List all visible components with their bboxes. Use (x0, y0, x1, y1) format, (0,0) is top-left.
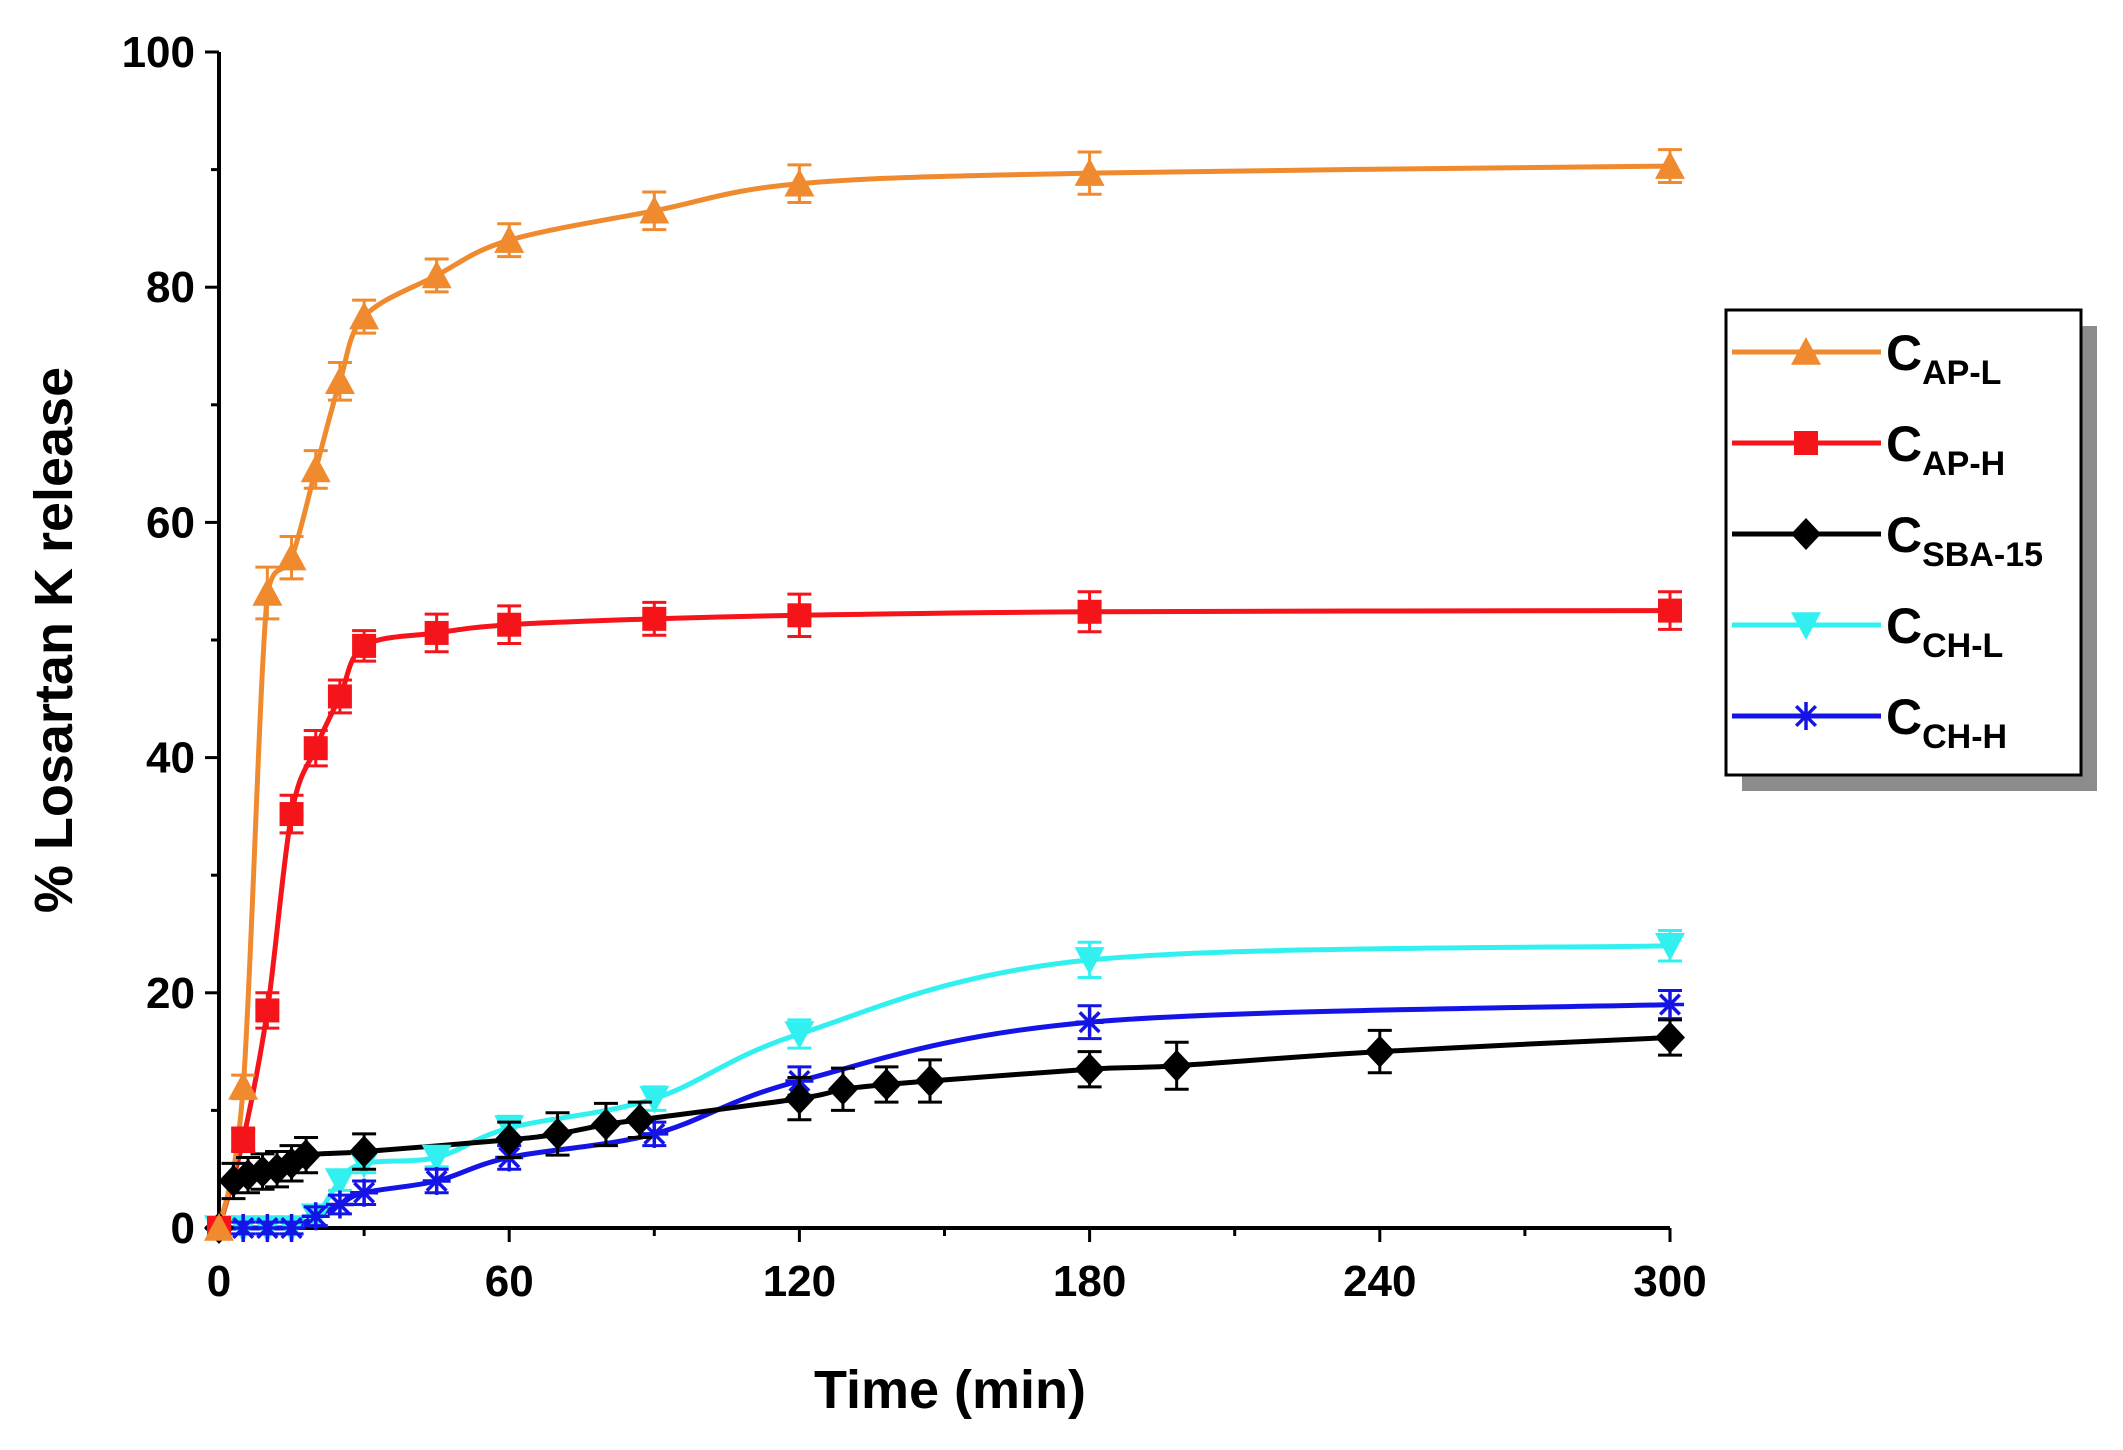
data-point (542, 1117, 573, 1150)
data-point (253, 1214, 282, 1242)
data-point (255, 998, 280, 1023)
data-point (277, 1214, 306, 1242)
data-point (1364, 1035, 1395, 1068)
y-tick-label: 100 (122, 28, 195, 77)
data-point (352, 633, 377, 658)
series-curves (216, 163, 1671, 1231)
data-point (640, 1119, 669, 1148)
legend-marker (1791, 612, 1821, 640)
y-axis-label: % Losartan K release (24, 367, 84, 913)
axes: 0 20 40 60 80 100 0 60 120 180 240 300 (122, 28, 1707, 1306)
data-point (1655, 1021, 1685, 1054)
y-tick-label: 60 (146, 498, 195, 547)
data-point (231, 1127, 256, 1152)
data-point (784, 1082, 815, 1115)
data-point (303, 736, 328, 761)
x-tick-label: 60 (485, 1257, 534, 1306)
data-point (228, 1071, 259, 1100)
y-tick-label: 80 (146, 263, 195, 312)
data-point (827, 1073, 858, 1106)
data-point (279, 802, 304, 827)
data-point (301, 1202, 330, 1231)
x-tick-label: 240 (1343, 1257, 1416, 1306)
series-line-ap-h (216, 608, 1671, 1229)
data-point (422, 1166, 451, 1195)
data-point (1075, 1008, 1104, 1037)
data-point (300, 454, 331, 483)
data-point (494, 1123, 525, 1156)
legend-marker (1792, 702, 1820, 730)
x-tick-label: 120 (763, 1257, 836, 1306)
legend-label: CAP-L (1886, 325, 2001, 392)
data-point (1074, 158, 1105, 186)
legend-label: CAP-H (1886, 416, 2005, 483)
data-point (349, 1135, 380, 1168)
data-point (590, 1108, 621, 1141)
data-point (914, 1065, 945, 1097)
data-point (327, 684, 352, 709)
legend-marker (1791, 518, 1821, 550)
x-tick-label: 180 (1053, 1257, 1126, 1306)
legend-label: CCH-L (1886, 598, 2003, 665)
legend-marker (1791, 337, 1821, 365)
legend-marker (1794, 431, 1818, 455)
data-point (494, 225, 525, 253)
data-point (639, 195, 670, 224)
data-point (324, 366, 355, 395)
data-point (1074, 947, 1105, 975)
data-point (1074, 1053, 1105, 1086)
data-point (787, 603, 812, 628)
y-tick-label: 40 (146, 734, 195, 783)
data-point (1161, 1049, 1192, 1082)
data-point (252, 577, 283, 606)
data-point (325, 1190, 354, 1219)
series-line-ap-l (216, 163, 1671, 1229)
series-line-sba-15 (216, 1035, 1671, 1229)
data-point (784, 168, 815, 197)
data-point (324, 1168, 355, 1196)
data-point (642, 606, 667, 631)
data-point (1077, 599, 1102, 624)
y-tick-label: 0 (171, 1204, 195, 1253)
y-tick-label: 20 (146, 969, 195, 1018)
data-point (424, 620, 449, 645)
data-point (1655, 933, 1685, 961)
data-point (1658, 598, 1682, 623)
data-point (497, 612, 522, 637)
data-point (204, 1213, 234, 1241)
x-tick-label: 300 (1633, 1257, 1706, 1306)
data-point (639, 1085, 670, 1114)
data-point (1656, 990, 1684, 1019)
legend: CAP-L CAP-H CSBA-15 CCH-L CCH-H (1724, 308, 2097, 791)
data-point (871, 1068, 902, 1101)
data-point (784, 1021, 815, 1049)
data-point (1655, 151, 1685, 179)
data-point (349, 301, 380, 330)
x-tick-label: 0 (207, 1257, 231, 1306)
data-point (421, 1144, 452, 1173)
legend-box (1724, 308, 2083, 777)
data-point (350, 1178, 379, 1207)
data-point (624, 1103, 655, 1136)
data-point (291, 1139, 322, 1172)
x-axis-label: Time (min) (814, 1360, 1086, 1420)
legend-label: CCH-H (1886, 689, 2007, 756)
series-markers (204, 148, 1685, 1244)
legend-label: CSBA-15 (1886, 507, 2043, 574)
data-point (276, 542, 307, 571)
data-point (421, 260, 452, 289)
